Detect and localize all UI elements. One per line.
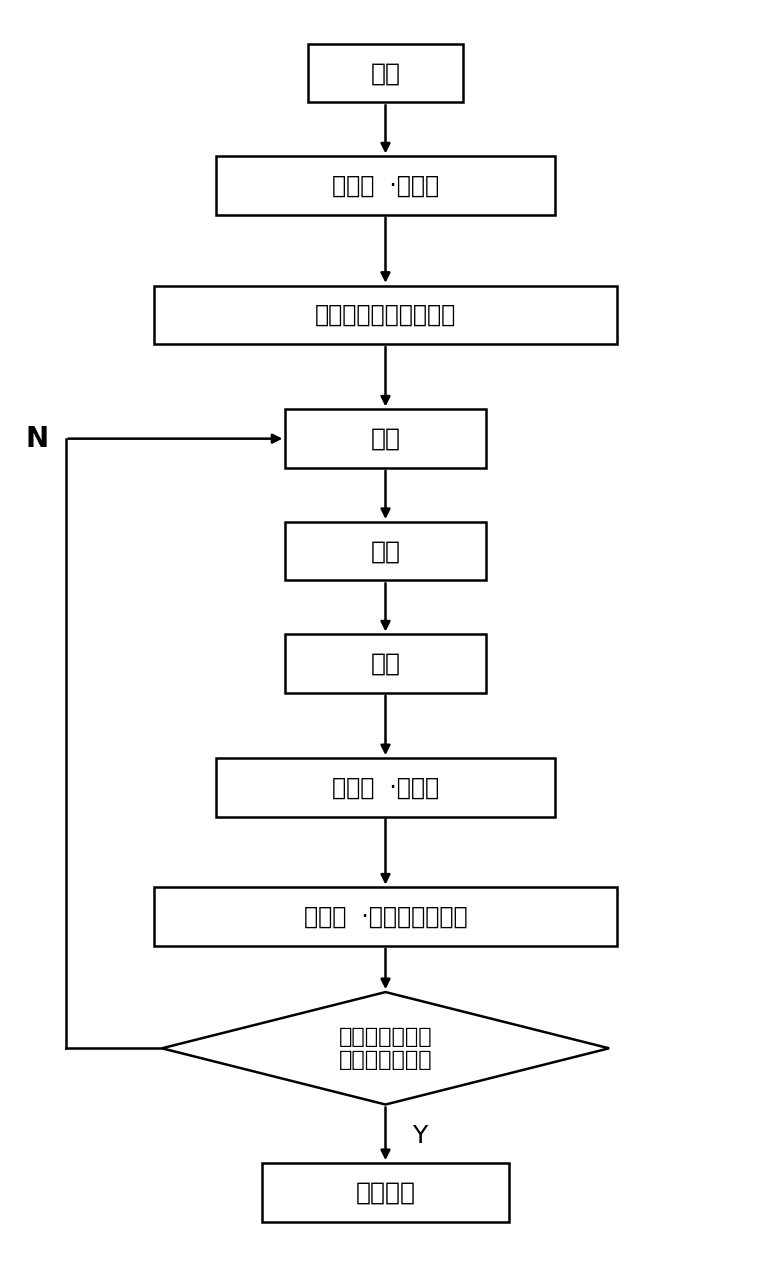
FancyBboxPatch shape — [216, 156, 555, 215]
Text: 计算初始种群的适应值: 计算初始种群的适应值 — [315, 302, 456, 327]
FancyBboxPatch shape — [154, 286, 617, 344]
Text: 开始: 开始 — [371, 61, 400, 85]
Text: 生成第  ·代种群: 生成第 ·代种群 — [332, 174, 439, 197]
FancyBboxPatch shape — [285, 634, 486, 693]
Text: 是否满足终止条
件或者迭代次数: 是否满足终止条 件或者迭代次数 — [338, 1027, 433, 1070]
FancyBboxPatch shape — [154, 887, 617, 946]
Text: 输出结果: 输出结果 — [355, 1181, 416, 1204]
FancyBboxPatch shape — [262, 1163, 509, 1221]
FancyBboxPatch shape — [216, 758, 555, 816]
FancyBboxPatch shape — [285, 522, 486, 581]
Text: 交叉: 交叉 — [371, 539, 400, 563]
FancyBboxPatch shape — [285, 409, 486, 468]
Text: 计算新  ·代种群的适应值: 计算新 ·代种群的适应值 — [304, 905, 467, 929]
Text: Y: Y — [412, 1124, 428, 1148]
Text: 选择: 选择 — [371, 427, 400, 451]
Polygon shape — [162, 993, 609, 1104]
Text: 变异: 变异 — [371, 652, 400, 676]
Text: N: N — [25, 425, 49, 452]
FancyBboxPatch shape — [308, 44, 463, 103]
Text: 生成新  ·代种群: 生成新 ·代种群 — [332, 775, 439, 799]
